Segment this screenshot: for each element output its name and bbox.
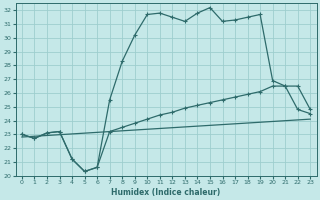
X-axis label: Humidex (Indice chaleur): Humidex (Indice chaleur) [111,188,221,197]
